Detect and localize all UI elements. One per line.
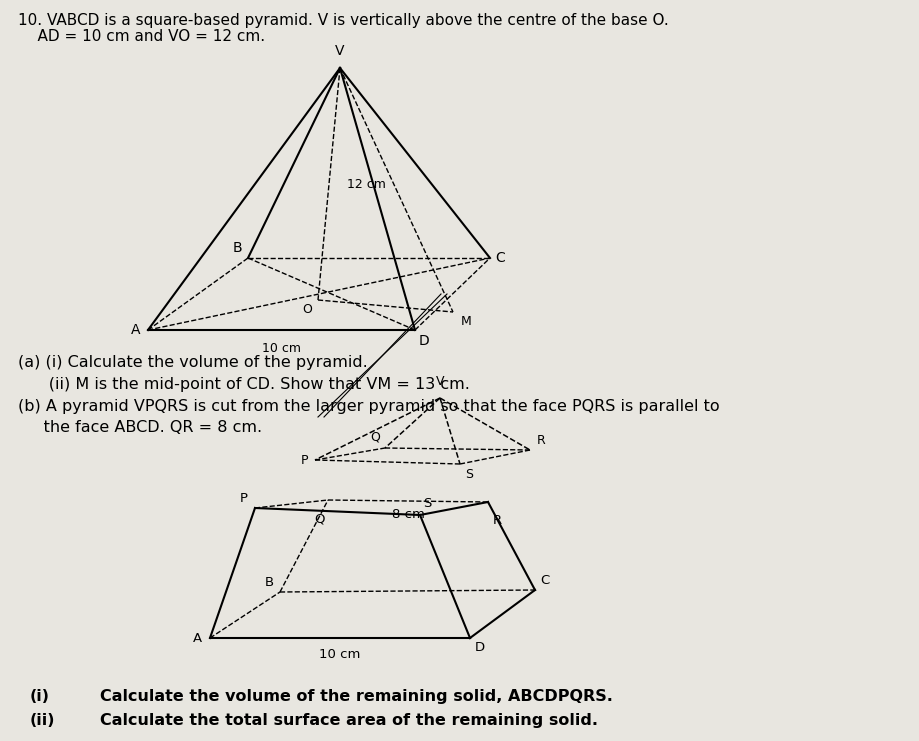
Text: R: R <box>537 434 546 447</box>
Text: M: M <box>461 315 471 328</box>
Text: Calculate the total surface area of the remaining solid.: Calculate the total surface area of the … <box>100 713 598 728</box>
Text: AD = 10 cm and VO = 12 cm.: AD = 10 cm and VO = 12 cm. <box>18 29 265 44</box>
Text: S: S <box>465 468 473 481</box>
Text: P: P <box>240 492 248 505</box>
Text: Q: Q <box>370 430 380 443</box>
Text: 10 cm: 10 cm <box>262 342 301 354</box>
Text: B: B <box>233 241 242 255</box>
Text: (ii): (ii) <box>30 713 55 728</box>
Text: D: D <box>475 641 485 654</box>
Text: P: P <box>301 453 308 467</box>
Text: B: B <box>265 576 274 589</box>
Text: 8 cm: 8 cm <box>391 508 425 522</box>
Text: S: S <box>423 497 431 510</box>
Text: A: A <box>130 323 140 337</box>
Text: V: V <box>436 375 444 388</box>
Text: C: C <box>540 574 550 587</box>
Text: 10. VABCD is a square-based pyramid. V is vertically above the centre of the bas: 10. VABCD is a square-based pyramid. V i… <box>18 13 669 28</box>
Text: Calculate the volume of the remaining solid, ABCDPQRS.: Calculate the volume of the remaining so… <box>100 689 613 704</box>
Text: (a) (i) Calculate the volume of the pyramid.: (a) (i) Calculate the volume of the pyra… <box>18 355 368 370</box>
Text: (ii) M is the mid-point of CD. Show that VM = 13 cm.: (ii) M is the mid-point of CD. Show that… <box>18 377 470 392</box>
Text: Q: Q <box>314 512 325 525</box>
Text: 12 cm: 12 cm <box>347 178 386 190</box>
Text: D: D <box>419 334 430 348</box>
Text: R: R <box>493 514 502 527</box>
Text: 10 cm: 10 cm <box>319 648 360 660</box>
Text: the face ABCD. QR = 8 cm.: the face ABCD. QR = 8 cm. <box>18 420 262 435</box>
Text: (i): (i) <box>30 689 50 704</box>
Text: A: A <box>193 631 202 645</box>
Text: O: O <box>302 303 312 316</box>
Text: (b) A pyramid VPQRS is cut from the larger pyramid so that the face PQRS is para: (b) A pyramid VPQRS is cut from the larg… <box>18 399 720 414</box>
Text: V: V <box>335 44 345 58</box>
Text: C: C <box>495 251 505 265</box>
